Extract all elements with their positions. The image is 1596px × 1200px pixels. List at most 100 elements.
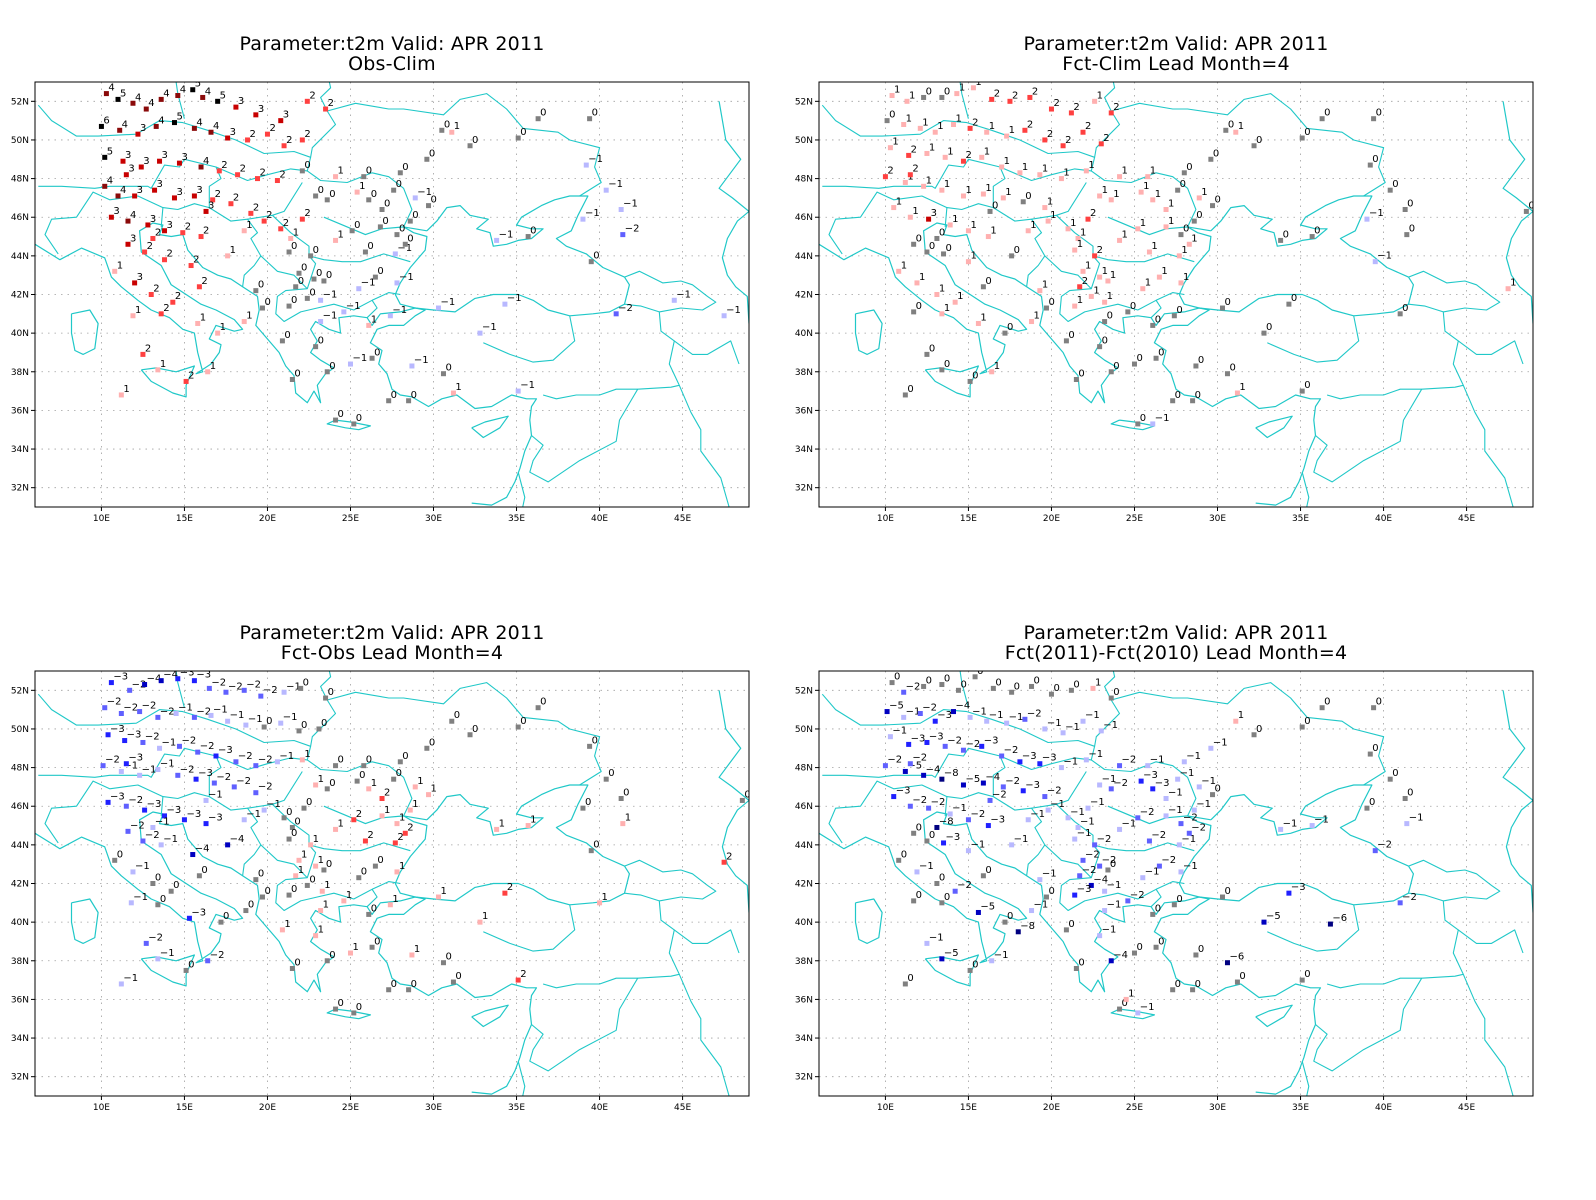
station-marker: −3 <box>1017 751 1037 765</box>
station-square <box>1261 919 1267 925</box>
station-value: 0 <box>258 280 264 291</box>
station-square <box>203 797 209 803</box>
station-value: −2 <box>922 703 937 714</box>
station-value: 1 <box>284 919 290 930</box>
station-marker: 0 <box>426 195 437 209</box>
station-marker: 0 <box>535 108 546 122</box>
station-square <box>426 203 432 209</box>
station-value: 1 <box>482 911 488 922</box>
station-value: −1 <box>246 809 261 820</box>
station-marker: 0 <box>321 270 332 284</box>
station-value: −2 <box>970 809 985 820</box>
station-marker: 1 <box>313 925 324 939</box>
station-marker: 2 <box>180 222 191 236</box>
station-square <box>1080 718 1086 724</box>
station-value: 0 <box>916 822 922 833</box>
station-marker: 0 <box>1135 413 1146 427</box>
station-square <box>939 956 945 962</box>
coastline <box>1110 1008 1155 1020</box>
station-value: 1 <box>338 229 344 240</box>
station-marker: 0 <box>911 301 922 315</box>
station-square <box>1102 299 1108 305</box>
station-square <box>155 902 161 908</box>
border-line <box>999 755 1092 771</box>
station-square <box>137 709 143 715</box>
station-value: −1 <box>1168 805 1183 816</box>
station-square <box>241 687 247 693</box>
station-square <box>313 933 319 939</box>
station-marker: 0 <box>259 886 271 900</box>
station-marker: 0 <box>286 241 297 255</box>
station-marker: 0 <box>372 855 384 869</box>
station-square <box>278 720 284 726</box>
station-value: 0 <box>1291 293 1297 304</box>
station-value: 1 <box>1183 272 1189 283</box>
station-square <box>392 251 398 257</box>
station-marker: 0 <box>955 679 967 693</box>
station-marker: −2 <box>233 751 253 765</box>
station-square <box>1075 235 1081 241</box>
station-square <box>409 363 415 369</box>
station-marker: 1 <box>341 890 352 904</box>
station-marker: 1 <box>449 121 460 135</box>
station-value: −1 <box>1155 413 1170 424</box>
station-marker: −2 <box>1156 855 1176 869</box>
station-value: −1 <box>1150 755 1165 766</box>
station-square <box>921 183 927 189</box>
station-marker: 1 <box>1156 266 1168 280</box>
station-value: 2 <box>266 210 272 221</box>
border-line <box>1457 929 1524 954</box>
station-marker: −1 <box>924 932 944 946</box>
station-marker: 1 <box>942 146 954 160</box>
station-square <box>924 150 930 156</box>
station-marker: 3 <box>278 110 289 124</box>
station-square <box>965 228 971 234</box>
station-marker: 1 <box>1042 197 1053 211</box>
station-square <box>203 821 209 827</box>
station-value: 2 <box>1027 119 1033 130</box>
station-square <box>1072 836 1078 842</box>
station-square <box>299 168 305 174</box>
station-square <box>1145 763 1151 769</box>
station-marker: 1 <box>999 156 1010 170</box>
station-marker: −4 <box>950 701 970 715</box>
lat-tick-label: 52N <box>11 97 29 107</box>
station-value: 1 <box>906 114 912 125</box>
station-value: −4 <box>147 674 162 685</box>
station-marker: −3 <box>891 786 910 800</box>
lat-tick-label: 50N <box>11 725 29 735</box>
station-value: 3 <box>181 152 187 163</box>
coastline <box>70 898 99 944</box>
station-marker: −1 <box>1278 818 1297 832</box>
station-value: 1 <box>959 83 965 94</box>
station-value: 1 <box>230 245 236 256</box>
station-square <box>176 160 182 166</box>
station-square <box>181 817 187 823</box>
station-value: 3 <box>176 187 182 198</box>
station-marker: 0 <box>739 789 749 803</box>
border-line <box>260 255 308 290</box>
station-value: 2 <box>507 882 513 893</box>
station-marker: −3 <box>181 809 201 823</box>
station-square <box>939 900 945 906</box>
station-marker: −1 <box>1083 749 1103 763</box>
station-square <box>1387 776 1393 782</box>
station-value: 0 <box>291 241 297 252</box>
station-marker: 0 <box>440 363 452 377</box>
station-value: 0 <box>1034 675 1040 686</box>
station-value: −1 <box>1377 251 1392 262</box>
station-square <box>125 218 131 224</box>
station-value: 1 <box>896 197 902 208</box>
station-value: −1 <box>248 714 263 725</box>
station-square <box>316 726 322 732</box>
station-marker: 1 <box>205 361 216 375</box>
station-square <box>171 195 177 201</box>
station-value: 1 <box>1181 245 1187 256</box>
station-square <box>1190 398 1196 404</box>
station-value: 0 <box>396 179 402 190</box>
lon-tick-label: 10E <box>877 514 894 524</box>
station-square <box>216 168 222 174</box>
station-value: −2 <box>216 772 231 783</box>
station-square <box>1193 952 1199 958</box>
station-square <box>372 863 378 869</box>
